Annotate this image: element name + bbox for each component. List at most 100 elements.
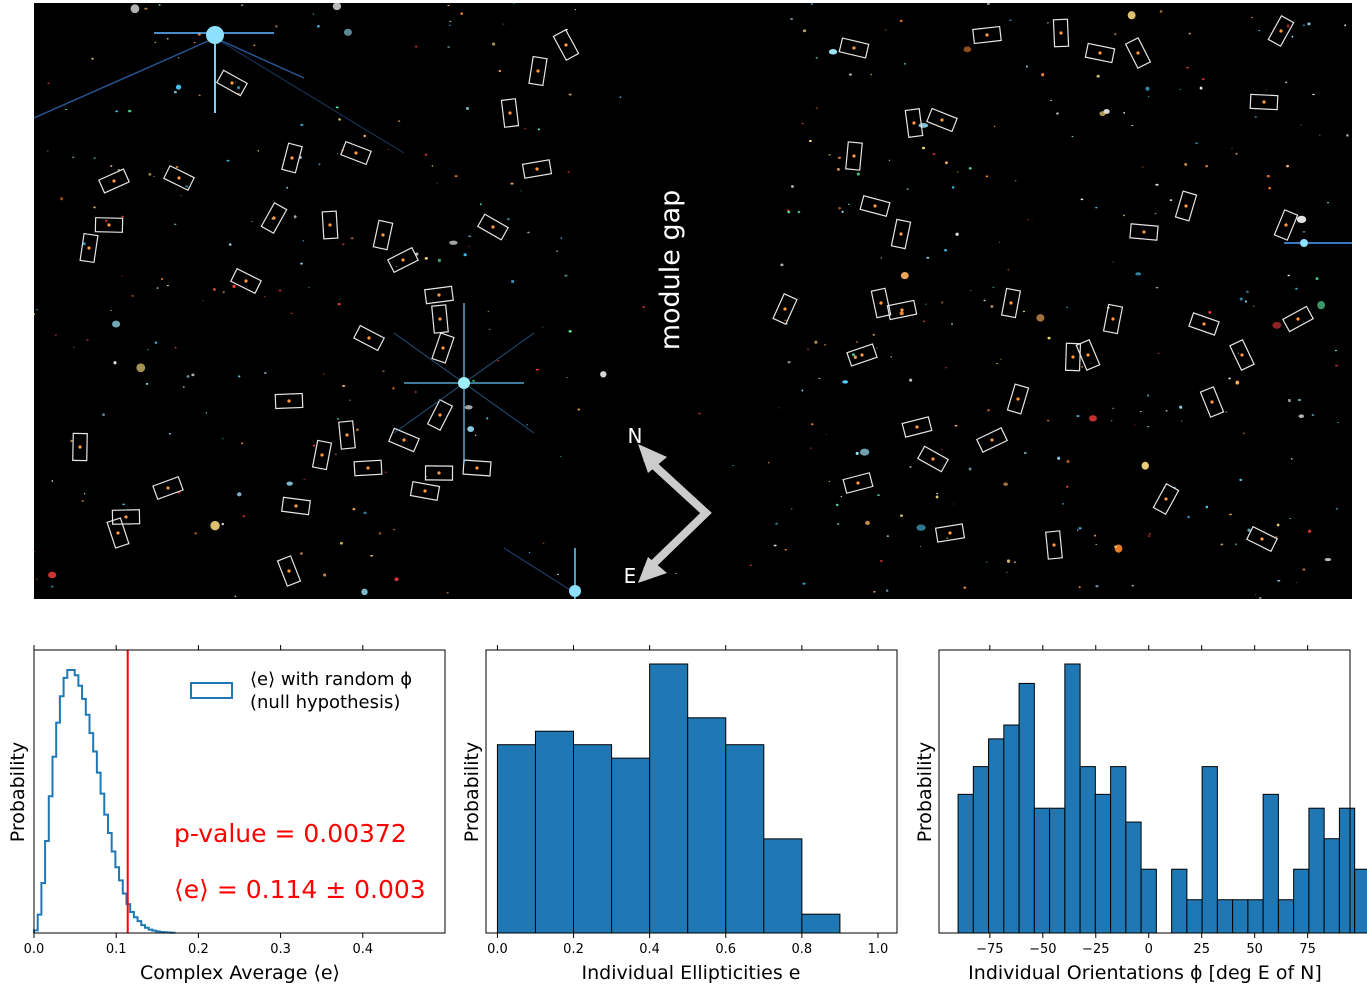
y-axis-label: Probability xyxy=(914,742,936,842)
galaxy xyxy=(848,73,852,76)
galaxy xyxy=(1131,584,1134,587)
galaxy xyxy=(1099,111,1106,117)
source-box xyxy=(890,218,912,250)
source-box xyxy=(845,141,863,171)
galaxy xyxy=(145,382,149,385)
galaxy xyxy=(128,109,132,113)
source-core xyxy=(345,433,349,437)
galaxy xyxy=(574,9,577,11)
galaxy xyxy=(1335,364,1338,367)
galaxy xyxy=(675,573,677,574)
galaxy xyxy=(811,423,814,426)
source-box xyxy=(162,164,196,192)
sky-image: module gap N E xyxy=(34,3,1352,599)
galaxy xyxy=(985,175,989,178)
galaxy xyxy=(154,341,158,344)
galaxy xyxy=(264,371,267,375)
source-box xyxy=(94,217,124,233)
galaxy xyxy=(454,175,458,178)
galaxy xyxy=(1255,594,1257,596)
orientation-bar xyxy=(1018,682,1035,934)
source-box xyxy=(1188,312,1220,336)
galaxy xyxy=(184,185,189,188)
galaxy xyxy=(1096,74,1100,78)
galaxy xyxy=(814,340,818,344)
galaxy xyxy=(797,210,801,214)
galaxy xyxy=(337,303,341,306)
galaxy xyxy=(447,4,450,7)
source-core xyxy=(166,486,170,490)
source-core xyxy=(107,223,111,227)
galaxy xyxy=(527,231,530,234)
orientation-bar xyxy=(1110,766,1127,934)
x-tick-label: 0 xyxy=(1145,942,1153,957)
galaxy xyxy=(906,188,909,190)
galaxy xyxy=(1179,88,1181,90)
galaxy xyxy=(502,23,505,25)
x-tick-label: 0.0 xyxy=(487,942,508,957)
ellipticity-bar xyxy=(611,757,651,934)
source-box xyxy=(431,332,455,364)
orientation-bar xyxy=(1323,838,1340,934)
source-core xyxy=(287,569,291,573)
galaxy xyxy=(1184,162,1188,166)
source-core xyxy=(290,156,294,160)
galaxy xyxy=(238,375,241,378)
galaxy xyxy=(1135,272,1142,276)
galaxy xyxy=(1250,16,1254,19)
galaxy xyxy=(732,464,734,467)
galaxy xyxy=(1093,534,1097,537)
galaxy xyxy=(1235,543,1237,546)
galaxy xyxy=(286,186,289,189)
orientation-bar xyxy=(1232,899,1249,934)
galaxy xyxy=(1187,515,1190,519)
galaxy xyxy=(1007,269,1009,271)
galaxy xyxy=(299,552,303,555)
galaxy xyxy=(290,312,293,314)
galaxy xyxy=(559,456,562,458)
north-label: N xyxy=(628,424,643,448)
galaxy xyxy=(237,86,241,90)
galaxy xyxy=(784,548,788,551)
galaxy xyxy=(54,334,57,336)
x-axis-label: Individual Orientations ϕ [deg E of N] xyxy=(968,962,1322,984)
galaxy xyxy=(36,578,38,580)
galaxy xyxy=(1247,528,1251,532)
galaxy xyxy=(1062,503,1065,505)
galaxy xyxy=(828,154,831,156)
galaxy xyxy=(619,96,622,98)
x-tick-label: 0.4 xyxy=(352,942,373,957)
galaxy xyxy=(318,163,321,166)
galaxy xyxy=(809,447,813,449)
galaxy xyxy=(996,363,998,365)
x-axis-label: Complex Average ⟨e⟩ xyxy=(140,962,340,984)
galaxy xyxy=(166,285,170,287)
galaxy xyxy=(511,279,515,284)
ellipticity-panel: 0.0 0.2 0.4 0.6 0.8 1.0 Individual Ellipticit… xyxy=(460,640,910,987)
galaxy xyxy=(879,560,883,562)
galaxy xyxy=(932,152,936,156)
galaxy xyxy=(807,348,810,351)
legend-line-2: (null hypothesis) xyxy=(250,692,400,713)
galaxy xyxy=(241,4,244,6)
galaxy xyxy=(332,3,342,11)
x-tick-label: −75 xyxy=(976,942,1003,957)
galaxy xyxy=(51,480,54,482)
galaxy xyxy=(1246,290,1249,293)
galaxy xyxy=(1266,174,1271,178)
galaxy xyxy=(1056,112,1059,115)
galaxy xyxy=(1290,458,1293,460)
x-tick-label: −25 xyxy=(1082,942,1109,957)
galaxy xyxy=(131,295,134,297)
sky-field: module gap N E xyxy=(34,3,1352,599)
galaxy xyxy=(286,481,293,486)
galaxy xyxy=(300,123,304,126)
source-box xyxy=(424,465,454,481)
galaxy xyxy=(449,240,458,245)
source-box xyxy=(340,140,372,166)
galaxy xyxy=(228,243,232,246)
source-box xyxy=(372,219,394,251)
galaxy xyxy=(174,346,177,349)
galaxy xyxy=(890,356,893,358)
galaxy xyxy=(773,544,777,547)
